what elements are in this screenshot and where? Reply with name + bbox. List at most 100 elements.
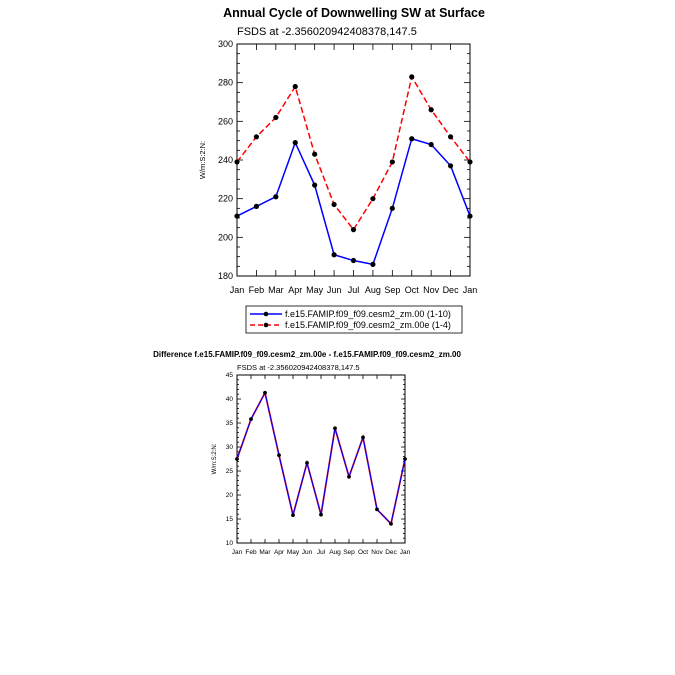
- data-point: [263, 390, 267, 395]
- y-tick-label: 40: [226, 396, 234, 403]
- series-line-overlay: [236, 390, 406, 526]
- series-line-2: [236, 74, 471, 231]
- data-point: [305, 460, 309, 465]
- data-point: [234, 159, 240, 165]
- data-point: [447, 163, 454, 169]
- chart2-ylabel: W/m:S:2:N:: [212, 443, 218, 474]
- data-point: [403, 457, 407, 461]
- data-point: [350, 257, 357, 264]
- data-point: [273, 194, 279, 200]
- x-tick-label: Mar: [259, 549, 271, 556]
- chart2-plot-frame: [236, 374, 406, 544]
- data-point: [292, 83, 298, 90]
- x-tick-label: Aug: [329, 549, 341, 556]
- x-tick-label: Feb: [249, 285, 265, 295]
- chart2-subtitle: FSDS at -2.356020942408378,147.5: [237, 363, 360, 372]
- x-tick-label: Jul: [317, 549, 326, 556]
- legend-marker-series2: [263, 322, 269, 328]
- data-point: [312, 151, 318, 157]
- x-tick-label: Jun: [327, 285, 342, 295]
- annual-cycle-chart: Annual Cycle of Downwelling SW at Surfac…: [198, 6, 485, 334]
- data-point: [253, 134, 260, 140]
- data-point: [389, 521, 393, 526]
- x-tick-label: Dec: [385, 549, 397, 556]
- data-point: [409, 74, 415, 80]
- data-point: [428, 107, 434, 113]
- x-tick-label: Jan: [230, 285, 245, 295]
- y-tick-label: 35: [226, 420, 234, 427]
- x-tick-label: Feb: [245, 549, 257, 556]
- data-point: [467, 213, 473, 219]
- data-point: [428, 141, 434, 148]
- x-tick-label: Jan: [400, 549, 411, 556]
- data-point: [331, 252, 337, 258]
- x-tick-label: Mar: [268, 285, 284, 295]
- data-point: [370, 196, 376, 202]
- data-point: [273, 114, 279, 121]
- y-tick-label: 180: [218, 271, 233, 281]
- y-tick-label: 200: [218, 232, 233, 242]
- y-tick-label: 10: [226, 540, 234, 547]
- x-tick-label: Jan: [232, 549, 243, 556]
- data-point: [370, 261, 376, 267]
- data-point: [319, 512, 323, 517]
- data-point: [350, 227, 357, 233]
- x-tick-label: Apr: [288, 285, 302, 295]
- data-point: [347, 474, 351, 479]
- data-point: [447, 134, 454, 140]
- y-tick-label: 25: [226, 468, 234, 475]
- x-tick-label: Sep: [384, 285, 400, 295]
- x-tick-label: Jul: [348, 285, 360, 295]
- data-point: [389, 159, 395, 165]
- y-tick-label: 30: [226, 444, 234, 451]
- x-tick-label: Nov: [423, 285, 440, 295]
- x-tick-label: Oct: [405, 285, 420, 295]
- x-tick-label: May: [287, 549, 300, 556]
- data-point: [331, 201, 337, 208]
- y-tick-label: 15: [226, 516, 234, 523]
- legend-label-series2: f.e15.FAMIP.f09_f09.cesm2_zm.00e (1-4): [285, 320, 451, 330]
- x-tick-label: Aug: [365, 285, 381, 295]
- data-point: [409, 136, 415, 142]
- data-point: [361, 435, 365, 440]
- y-tick-label: 220: [218, 194, 233, 204]
- y-tick-label: 260: [218, 116, 233, 126]
- data-point: [312, 182, 318, 188]
- data-point: [291, 513, 295, 518]
- chart1-legend: [245, 305, 463, 334]
- data-point: [467, 159, 473, 165]
- legend-label-series1: f.e15.FAMIP.f09_f09.cesm2_zm.00 (1-10): [285, 309, 451, 319]
- x-tick-label: Jun: [302, 549, 313, 556]
- x-tick-label: May: [306, 285, 324, 295]
- chart1-plot-frame: [236, 43, 471, 277]
- x-tick-label: Oct: [358, 549, 368, 556]
- series-line-1: [236, 137, 471, 266]
- y-tick-label: 280: [218, 78, 233, 88]
- data-point: [253, 203, 260, 209]
- chart1-subtitle: FSDS at -2.356020942408378,147.5: [237, 26, 417, 38]
- data-point: [333, 426, 337, 431]
- x-tick-label: Sep: [343, 549, 355, 556]
- y-tick-label: 45: [226, 372, 234, 379]
- data-point: [235, 457, 239, 461]
- data-point: [249, 417, 253, 422]
- data-point: [277, 453, 281, 458]
- x-tick-label: Dec: [443, 285, 460, 295]
- y-tick-label: 20: [226, 492, 234, 499]
- data-point: [234, 213, 240, 219]
- y-tick-label: 300: [218, 39, 233, 49]
- legend-marker-series1: [263, 311, 269, 317]
- chart1-title: Annual Cycle of Downwelling SW at Surfac…: [223, 6, 485, 20]
- data-point: [375, 507, 379, 512]
- x-tick-label: Jan: [463, 285, 478, 295]
- data-point: [292, 140, 298, 146]
- series-line-1: [236, 391, 406, 525]
- y-tick-label: 240: [218, 155, 233, 165]
- chart2-title: Difference f.e15.FAMIP.f09_f09.cesm2_zm.…: [153, 350, 461, 359]
- difference-chart: Difference f.e15.FAMIP.f09_f09.cesm2_zm.…: [153, 350, 461, 556]
- x-tick-label: Apr: [274, 549, 285, 556]
- data-point: [389, 205, 395, 211]
- chart1-ylabel: W/m:S:2:N:: [198, 141, 207, 179]
- x-tick-label: Nov: [371, 549, 383, 556]
